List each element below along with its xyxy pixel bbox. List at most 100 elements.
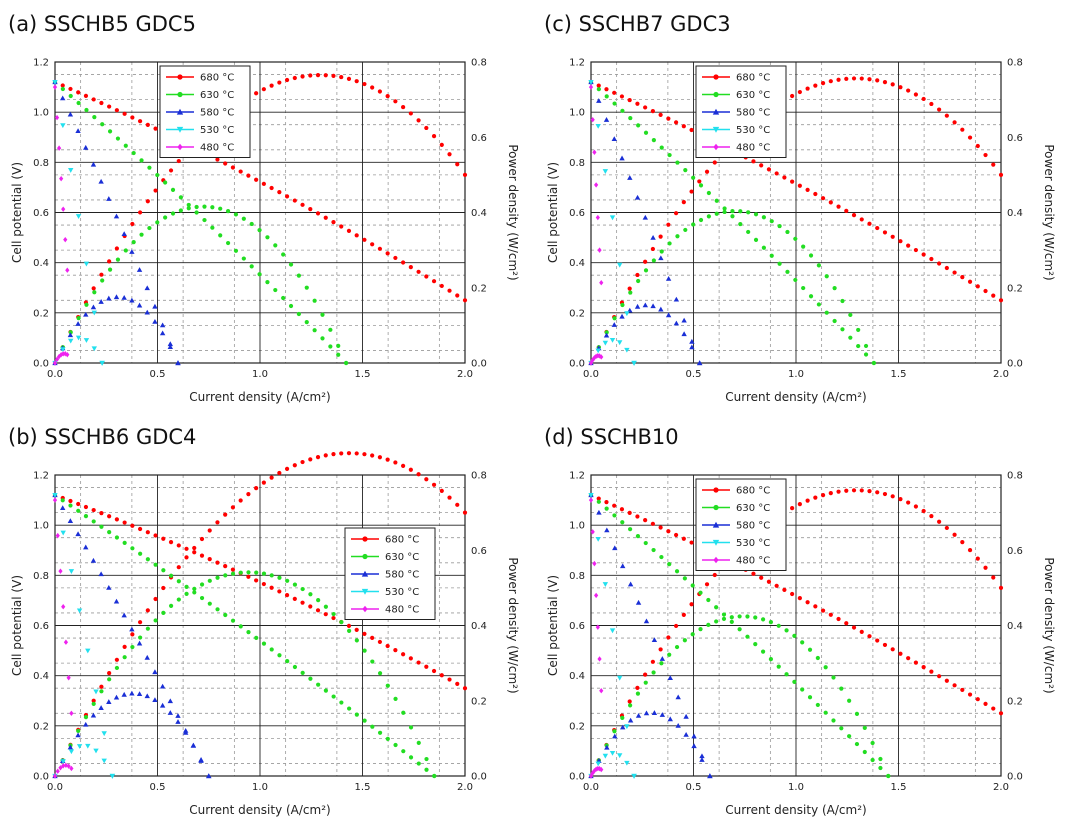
power-point [83, 311, 89, 317]
iv-point [194, 210, 199, 215]
power-point [168, 168, 174, 173]
power-point [785, 229, 790, 235]
iv-point [643, 618, 650, 624]
iv-point [820, 608, 826, 613]
power-point [627, 717, 634, 723]
series-480 [52, 84, 70, 366]
iv-point [61, 206, 66, 212]
power-point [635, 712, 642, 718]
iv-point [844, 208, 849, 213]
iv-point [130, 546, 135, 551]
iv-point [416, 761, 421, 766]
power-point [820, 492, 826, 498]
power-point [98, 299, 104, 304]
iv-point [839, 726, 844, 731]
legend-label: 580 °C [200, 108, 234, 119]
iv-point [54, 114, 60, 121]
iv-point [619, 94, 625, 99]
power-point [603, 332, 610, 338]
power-point [122, 655, 127, 660]
iv-point [122, 111, 127, 116]
power-point [886, 773, 891, 779]
y-left-tick-label: 0.6 [33, 621, 49, 632]
iv-point [315, 608, 321, 613]
chart-plot-b: 0.0 0.5 1.0 1.5 2.00.00.20.40.60.81.01.20.00… [10, 451, 520, 817]
iv-point [689, 338, 695, 344]
power-point [408, 725, 414, 730]
iv-point [145, 122, 150, 127]
series-530 [52, 492, 116, 779]
power-point [167, 344, 174, 350]
power-point [753, 615, 758, 620]
iv-point [612, 545, 618, 551]
iv-point [320, 336, 325, 341]
power-point [99, 360, 105, 366]
iv-point [265, 280, 270, 285]
iv-point [599, 280, 604, 286]
power-point [650, 303, 656, 309]
iv-point [689, 127, 694, 133]
iv-point [60, 83, 65, 88]
power-point [344, 360, 349, 366]
power-point [207, 528, 212, 533]
iv-point [136, 267, 143, 272]
power-point [161, 585, 166, 591]
iv-point [238, 169, 243, 174]
iv-point [851, 213, 857, 218]
power-point [184, 555, 189, 560]
iv-point [83, 261, 90, 267]
iv-point [875, 638, 880, 643]
iv-point [898, 651, 903, 656]
iv-point [159, 683, 166, 689]
power-point [836, 77, 841, 82]
power-point [628, 703, 633, 708]
iv-point [107, 514, 112, 519]
iv-point [863, 352, 869, 357]
iv-point [588, 492, 594, 498]
legend: 680 °C 630 °C 580 °C 530 °C 480 °C [695, 478, 787, 571]
power-point [906, 500, 911, 505]
iv-point [643, 105, 648, 110]
power-point [824, 274, 829, 279]
power-point [784, 628, 789, 633]
power-point [323, 453, 328, 458]
power-point [898, 497, 903, 502]
iv-point [651, 138, 656, 143]
power-point [176, 158, 181, 164]
y-left-tick-label: 0.8 [569, 571, 585, 582]
power-point [439, 142, 444, 147]
power-point [246, 570, 251, 575]
iv-point [76, 508, 81, 513]
power-point [106, 295, 112, 301]
power-point [153, 618, 158, 623]
legend-label: 630 °C [736, 90, 770, 101]
iv-point [136, 640, 143, 646]
iv-point [225, 240, 231, 246]
power-point [192, 586, 197, 591]
power-point [170, 211, 176, 216]
series-530 [52, 79, 105, 366]
power-point [416, 740, 421, 745]
iv-point [658, 255, 664, 261]
power-point [998, 585, 1004, 590]
iv-point [300, 670, 305, 675]
chart-plot-d: 0.0 0.5 1.0 1.5 2.00.00.20.40.60.81.01.20.00… [546, 471, 1056, 818]
power-point [246, 492, 251, 497]
iv-point [233, 248, 239, 253]
plot-frame [590, 474, 1002, 777]
iv-point [921, 665, 926, 670]
power-point [312, 298, 317, 303]
iv-point [604, 87, 609, 92]
iv-point [848, 335, 853, 340]
iv-point [609, 215, 616, 221]
panel-title: (c) SSCHB7 GDC3 [544, 12, 731, 36]
y-left-tick-label: 0.6 [569, 208, 585, 219]
iv-point [604, 500, 609, 505]
iv-point [636, 123, 641, 128]
iv-point [68, 503, 73, 508]
iv-point [308, 207, 313, 212]
iv-point [312, 328, 317, 333]
plot-frame [54, 61, 466, 364]
y-right-tick-label: 0.4 [471, 208, 487, 219]
legend-marker [177, 74, 183, 80]
